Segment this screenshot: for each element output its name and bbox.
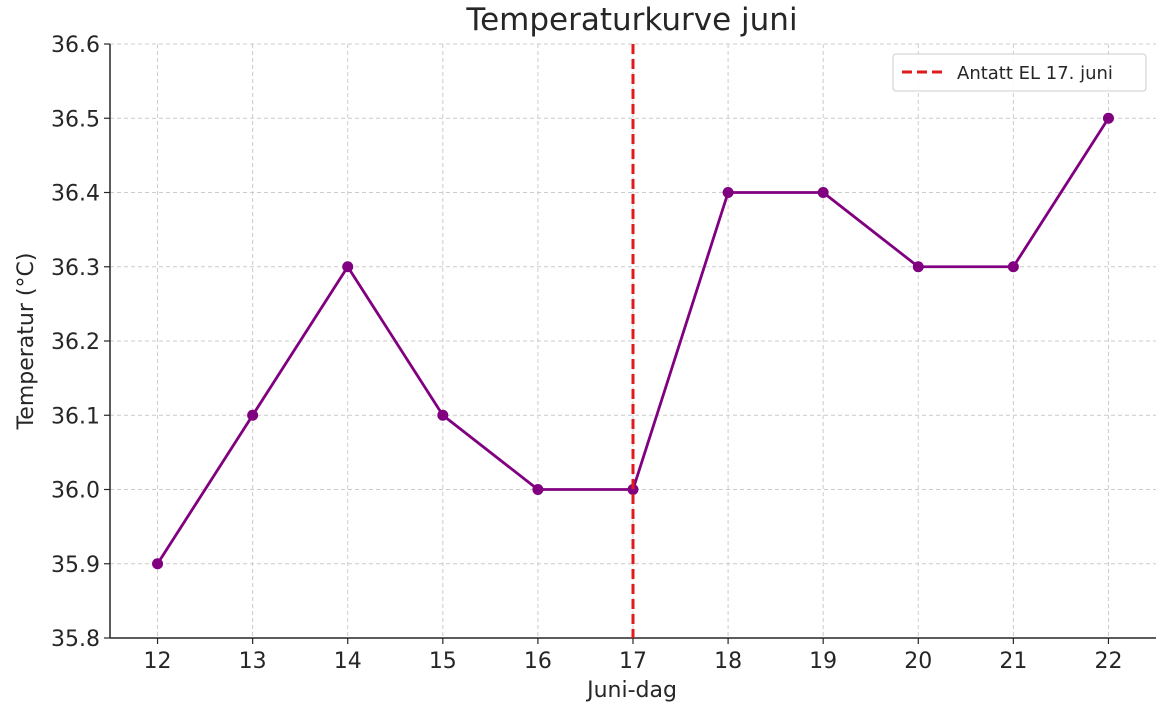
data-point [817, 187, 829, 198]
y-tick-label: 36.1 [51, 404, 100, 429]
chart-title: Temperaturkurve juni [465, 2, 797, 38]
data-point [627, 484, 639, 495]
x-tick-label: 21 [999, 649, 1027, 674]
y-tick-label: 36.0 [51, 479, 100, 504]
data-point [532, 484, 544, 495]
data-point [437, 409, 449, 421]
data-point [342, 261, 354, 273]
data-point [1007, 261, 1019, 273]
y-ticks: 35.8 35.9 36.0 36.1 36.2 36.3 36.4 36.5 36.6 [51, 33, 110, 652]
x-tick-label: 18 [714, 649, 742, 674]
y-tick-label: 36.6 [51, 33, 100, 58]
legend: Antatt EL 17. juni [892, 53, 1147, 92]
y-tick-label: 36.2 [51, 330, 100, 355]
legend-box [892, 53, 1147, 92]
x-tick-label: 20 [904, 649, 932, 674]
x-tick-label: 14 [334, 649, 362, 674]
x-axis-label: Juni-dag [585, 678, 677, 703]
series-group [152, 112, 1114, 570]
y-axis-label: Temperatur (°C) [14, 253, 39, 431]
x-tick-label: 15 [429, 649, 457, 674]
data-point [912, 261, 924, 273]
data-point [152, 558, 164, 570]
y-tick-label: 36.3 [51, 256, 100, 281]
data-point [1102, 112, 1114, 124]
x-tick-label: 16 [524, 649, 552, 674]
data-point [247, 409, 259, 421]
x-ticks: 12 13 14 15 16 17 18 19 20 21 22 [144, 638, 1122, 674]
x-tick-label: 22 [1094, 649, 1122, 674]
data-point [722, 187, 734, 198]
x-tick-label: 13 [239, 649, 267, 674]
x-tick-label: 12 [144, 649, 172, 674]
legend-label-vline: Antatt EL 17. juni [957, 63, 1113, 84]
x-tick-label: 17 [619, 649, 647, 674]
y-tick-label: 36.5 [51, 107, 100, 132]
y-tick-label: 35.8 [51, 627, 100, 652]
y-tick-label: 35.9 [51, 553, 100, 578]
y-tick-label: 36.4 [51, 182, 100, 207]
x-tick-label: 19 [809, 649, 837, 674]
